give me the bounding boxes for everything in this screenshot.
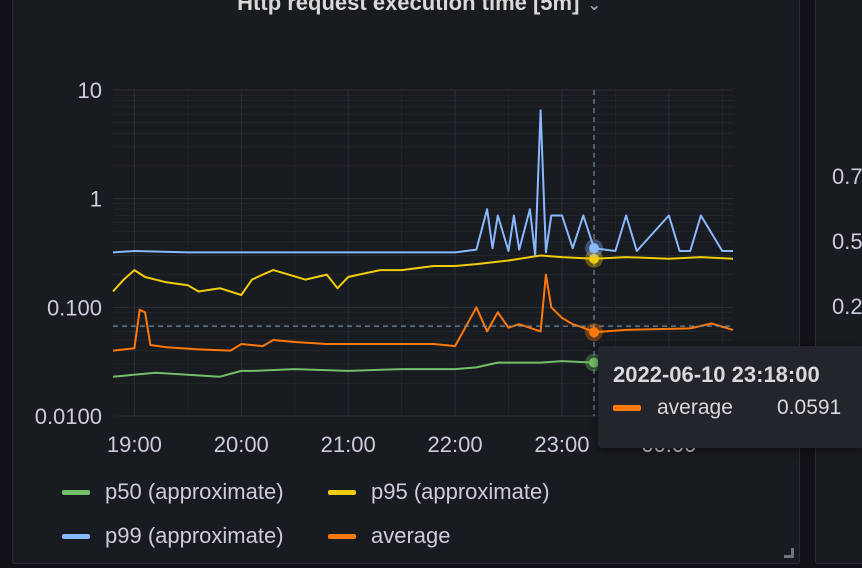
hover-point — [589, 253, 600, 264]
legend-label: p50 (approximate) — [105, 479, 284, 504]
series-swatch — [62, 533, 90, 539]
x-tick-label: 22:00 — [428, 432, 483, 457]
legend-label: average — [371, 523, 451, 548]
y-tick-label: 0.0100 — [35, 404, 102, 429]
right-panel-tick: 0.5 — [832, 229, 862, 254]
legend-label: p99 (approximate) — [105, 523, 284, 548]
x-tick-label: 20:00 — [214, 432, 269, 457]
x-tick-label: 21:00 — [321, 432, 376, 457]
series-line — [112, 254, 734, 296]
tooltip: 2022-06-10 23:18:00 average 0.0591 — [598, 346, 862, 448]
resize-handle-icon[interactable] — [784, 548, 794, 558]
y-tick-label: 0.100 — [47, 295, 102, 320]
y-tick-label: 10 — [78, 78, 102, 103]
series-swatch — [613, 405, 641, 411]
legend-item-p99[interactable]: p99 (approximate) — [62, 523, 328, 549]
right-panel-tick: 0.2 — [832, 294, 862, 319]
adjacent-panel — [815, 0, 862, 564]
series-swatch — [62, 489, 90, 495]
tooltip-series-name: average — [657, 396, 733, 419]
hover-point — [589, 357, 600, 368]
series-line — [112, 109, 733, 257]
series-line — [112, 360, 595, 378]
right-panel-tick: 0.7 — [832, 164, 862, 189]
x-tick-label: 19:00 — [107, 432, 162, 457]
hover-point — [589, 243, 600, 254]
series-swatch — [328, 533, 356, 539]
chevron-down-icon[interactable]: ⌄ — [587, 0, 601, 14]
legend-item-average[interactable]: average — [328, 523, 451, 549]
tooltip-value: 0.0591 — [777, 396, 842, 419]
y-tick-label: 1 — [90, 187, 102, 212]
legend-item-p95[interactable]: p95 (approximate) — [328, 479, 550, 505]
legend: p50 (approximate) p95 (approximate) p99 … — [62, 470, 622, 558]
legend-label: p95 (approximate) — [371, 479, 550, 504]
x-tick-label: 23:00 — [534, 432, 589, 457]
tooltip-row: average 0.0591 — [613, 396, 862, 420]
series-swatch — [328, 489, 356, 495]
panel-title[interactable]: Http request execution time [5m] ⌄ — [0, 0, 838, 16]
legend-item-p50[interactable]: p50 (approximate) — [62, 479, 328, 505]
panel-title-text[interactable]: Http request execution time [5m] — [237, 0, 580, 15]
tooltip-time: 2022-06-10 23:18:00 — [613, 362, 820, 387]
hover-point — [589, 327, 600, 338]
